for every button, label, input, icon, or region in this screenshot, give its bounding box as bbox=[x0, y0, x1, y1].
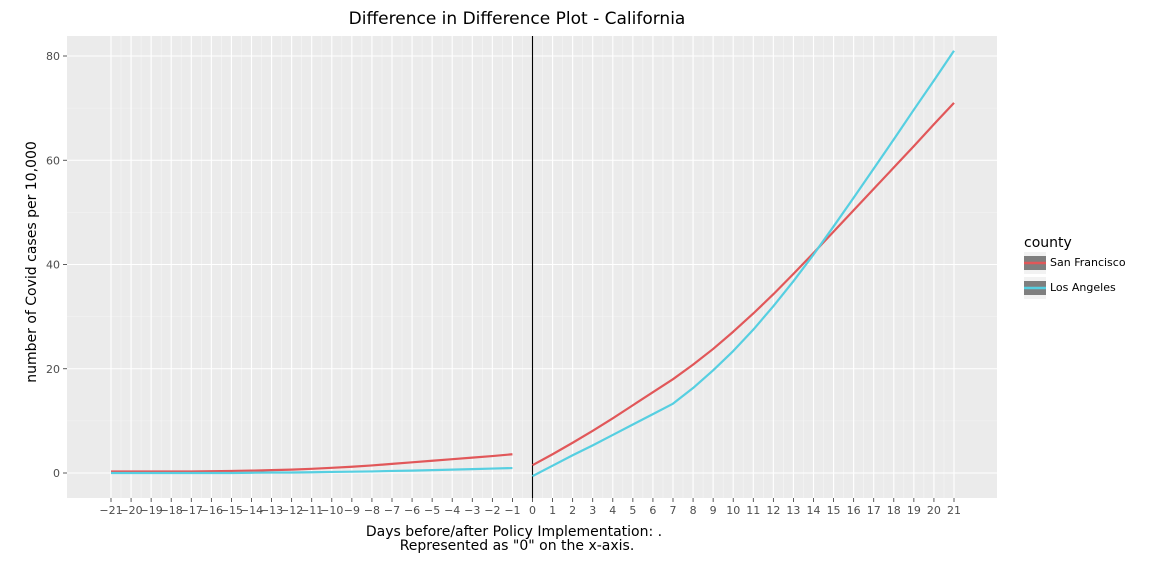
legend-label: San Francisco bbox=[1050, 256, 1126, 269]
x-tick-label: 13 bbox=[786, 504, 800, 517]
y-tick-label: 40 bbox=[46, 259, 60, 272]
x-tick-label: 17 bbox=[867, 504, 881, 517]
x-tick-label: −10 bbox=[320, 504, 343, 517]
x-tick-label: 12 bbox=[766, 504, 780, 517]
x-tick-label: −19 bbox=[140, 504, 163, 517]
y-tick-label: 20 bbox=[46, 363, 60, 376]
x-tick-label: −8 bbox=[364, 504, 380, 517]
series-line bbox=[111, 453, 513, 473]
x-tick-label: 20 bbox=[927, 504, 941, 517]
x-tick-label: 1 bbox=[549, 504, 556, 517]
series-line bbox=[111, 466, 513, 475]
y-axis-title: number of Covid cases per 10,000 bbox=[24, 141, 40, 383]
x-tick-label: 6 bbox=[649, 504, 656, 517]
y-axis: 0 20 40 60 80 bbox=[46, 50, 67, 480]
x-tick-label: 19 bbox=[907, 504, 921, 517]
legend-items: San Francisco Los Angeles bbox=[1024, 252, 1126, 299]
series-lines bbox=[111, 50, 955, 478]
x-tick-label: 10 bbox=[726, 504, 740, 517]
x-tick-label: −17 bbox=[180, 504, 203, 517]
x-tick-label: 18 bbox=[887, 504, 901, 517]
x-tick-label: −15 bbox=[220, 504, 243, 517]
x-tick-label: −6 bbox=[404, 504, 420, 517]
y-tick-label: 60 bbox=[46, 154, 60, 167]
x-tick-label: 15 bbox=[827, 504, 841, 517]
x-tick-label: 4 bbox=[609, 504, 616, 517]
x-tick-label: 14 bbox=[807, 504, 821, 517]
x-tick-label: −16 bbox=[200, 504, 223, 517]
x-axis-title: Days before/after Policy Implementation:… bbox=[366, 524, 662, 540]
series-line bbox=[531, 102, 955, 467]
x-axis: −21−20−19−18−17−16−15−14−13−12−11−10 −9 −8… bbox=[99, 498, 961, 517]
x-tick-label: −20 bbox=[119, 504, 142, 517]
series-line bbox=[531, 50, 955, 478]
x-tick-label: −11 bbox=[300, 504, 323, 517]
grid-minor bbox=[67, 36, 997, 498]
x-tick-label: −12 bbox=[280, 504, 303, 517]
x-tick-label: 16 bbox=[847, 504, 861, 517]
x-tick-label: 7 bbox=[670, 504, 677, 517]
x-tick-label: −5 bbox=[424, 504, 440, 517]
x-tick-label: 3 bbox=[589, 504, 596, 517]
x-tick-label: 21 bbox=[947, 504, 961, 517]
x-tick-label: −4 bbox=[444, 504, 460, 517]
chart-title: Difference in Difference Plot - Californ… bbox=[349, 9, 686, 29]
x-tick-label: 11 bbox=[746, 504, 760, 517]
x-tick-label: −3 bbox=[464, 504, 480, 517]
x-tick-label: −18 bbox=[160, 504, 183, 517]
legend: county San Francisco Los Angeles bbox=[1024, 235, 1126, 299]
x-tick-label: −21 bbox=[99, 504, 122, 517]
x-tick-label: 2 bbox=[569, 504, 576, 517]
y-tick-label: 0 bbox=[53, 467, 60, 480]
x-tick-label: −1 bbox=[504, 504, 520, 517]
x-tick-label: −14 bbox=[240, 504, 263, 517]
x-tick-label: 5 bbox=[629, 504, 636, 517]
x-tick-label: 9 bbox=[710, 504, 717, 517]
x-tick-label: −2 bbox=[484, 504, 500, 517]
x-tick-label: −13 bbox=[260, 504, 283, 517]
x-tick-label: −7 bbox=[384, 504, 400, 517]
x-tick-label: 0 bbox=[529, 504, 536, 517]
x-tick-label: 8 bbox=[690, 504, 697, 517]
x-axis-subtitle: Represented as "0" on the x-axis. bbox=[400, 538, 635, 554]
y-tick-label: 80 bbox=[46, 50, 60, 63]
legend-label: Los Angeles bbox=[1050, 281, 1116, 294]
legend-title: county bbox=[1024, 235, 1072, 251]
x-tick-label: −9 bbox=[344, 504, 360, 517]
